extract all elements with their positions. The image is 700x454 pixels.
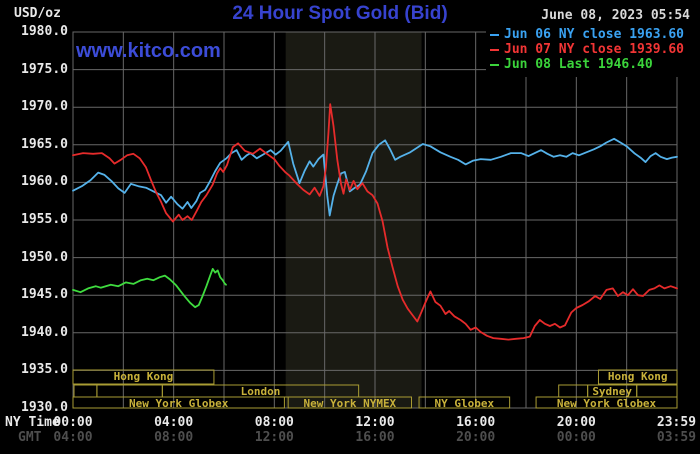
session-label: New York NYMEX [303, 398, 397, 410]
jun07-price-line [72, 103, 678, 341]
y-axis-label: 1950.0 [21, 249, 68, 265]
x-axis-label-ny: 00:00 [53, 415, 93, 430]
y-axis-label: 1945.0 [21, 287, 68, 303]
session-box [96, 384, 163, 398]
y-axis-label: 1935.0 [21, 362, 68, 378]
jun08-price-line [72, 267, 227, 309]
y-axis-label: 1960.0 [21, 174, 68, 190]
session-label: Sydney [592, 386, 633, 398]
y-axis-label: 1955.0 [21, 212, 68, 227]
x-axis-label-gmt: 04:00 [53, 430, 93, 445]
y-axis-label: 1980.0 [21, 24, 68, 39]
session-box-hong-kong [597, 369, 678, 385]
y-axis-label: 1965.0 [21, 136, 68, 152]
legend-dash-icon [490, 49, 499, 51]
y-axis-label: 1975.0 [21, 61, 68, 77]
chart-title: 24 Hour Spot Gold (Bid) [232, 3, 448, 24]
session-box [73, 384, 98, 398]
x-axis-label-ny: 12:00 [355, 415, 395, 430]
x-axis-label-ny: 16:00 [456, 415, 496, 430]
session-label: London [240, 386, 281, 398]
session-label: NY Globex [434, 398, 495, 410]
kitco-watermark: www.kitco.com [76, 40, 221, 62]
legend-dash-icon [490, 34, 499, 36]
jun06-price-line [72, 137, 678, 217]
legend: Jun 06 NY close 1963.60 Jun 07 NY close 1… [486, 27, 698, 77]
session-box-hong-kong [72, 369, 215, 385]
x-axis-label-gmt: 12:00 [254, 430, 294, 445]
session-box-ny-globex [418, 396, 511, 409]
session-box [558, 384, 589, 398]
legend-text: Jun 08 Last 1946.40 [504, 57, 653, 72]
gmt-axis-label: GMT [18, 430, 42, 445]
y-axis-unit: USD/oz [14, 6, 61, 21]
y-axis-label: 1970.0 [21, 99, 68, 115]
y-axis-label: 1930.0 [21, 400, 68, 415]
session-label: Hong Kong [607, 371, 668, 383]
legend-item-jun08: Jun 08 Last 1946.40 [490, 58, 698, 72]
session-label: New York Globex [556, 398, 657, 410]
legend-item-jun07: Jun 07 NY close 1939.60 [490, 43, 698, 57]
legend-item-jun06: Jun 06 NY close 1963.60 [490, 28, 698, 42]
x-axis-label-ny: 20:00 [556, 415, 596, 430]
x-axis-label-gmt: 00:00 [556, 430, 596, 445]
x-axis-label-gmt: 03:59 [656, 430, 697, 445]
session-label: Hong Kong [113, 371, 174, 383]
x-axis-label-gmt: 20:00 [456, 430, 496, 445]
chart-timestamp: June 08, 2023 05:54 [541, 8, 690, 23]
legend-dash-icon [490, 64, 499, 66]
x-axis-label-ny: 08:00 [254, 415, 294, 430]
x-axis-label-ny: 23:59 [656, 415, 697, 430]
session-box-new-york-globex [72, 396, 285, 409]
session-box-new-york-globex [535, 396, 678, 409]
x-axis-label-ny: 04:00 [154, 415, 194, 430]
session-box [636, 384, 678, 398]
session-label: New York Globex [129, 398, 229, 410]
y-axis-label: 1940.0 [21, 324, 68, 340]
x-axis-label-gmt: 16:00 [355, 430, 395, 445]
ny-time-axis-label: NY Time [5, 415, 60, 430]
legend-text: Jun 06 NY close 1963.60 [504, 27, 685, 42]
legend-text: Jun 07 NY close 1939.60 [504, 42, 685, 57]
x-axis-label-gmt: 08:00 [154, 430, 194, 445]
session-box-new-york-nymex [287, 396, 412, 409]
